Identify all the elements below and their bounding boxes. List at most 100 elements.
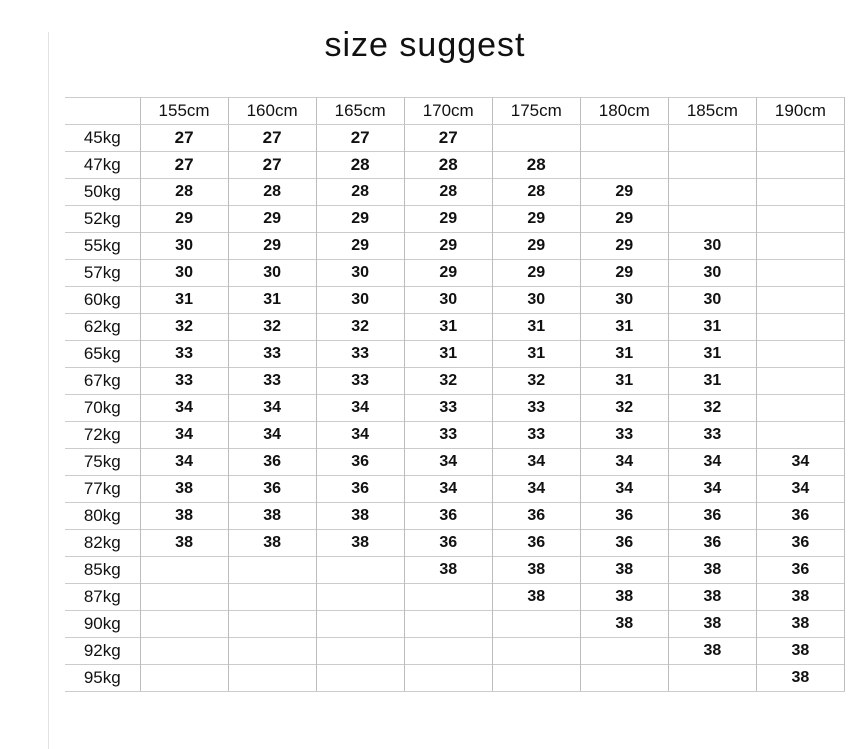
size-cell [227, 556, 317, 584]
size-cell: 29 [403, 232, 493, 260]
size-cell [755, 124, 846, 152]
size-cell [227, 637, 317, 665]
size-cell: 36 [667, 502, 757, 530]
size-cell: 34 [403, 448, 493, 476]
size-cell [315, 583, 405, 611]
height-column-header: 165cm [315, 97, 405, 125]
size-cell: 38 [667, 610, 757, 638]
size-cell [667, 124, 757, 152]
table-row: 80kg 38 38 38 36 36 36 36 36 [65, 502, 846, 530]
size-cell: 31 [403, 340, 493, 368]
size-cell: 27 [227, 124, 317, 152]
size-cell [315, 637, 405, 665]
size-cell: 28 [139, 178, 229, 206]
size-cell: 29 [579, 259, 669, 287]
size-cell: 34 [667, 475, 757, 503]
table-row: 92kg 38 38 [65, 637, 846, 665]
table-row: 65kg 33 33 33 31 31 31 31 [65, 340, 846, 368]
size-cell: 28 [315, 151, 405, 179]
size-cell: 31 [403, 313, 493, 341]
size-cell: 30 [139, 232, 229, 260]
table-row: 50kg 28 28 28 28 28 29 [65, 178, 846, 206]
page-edge-line [48, 32, 49, 749]
size-cell: 34 [755, 475, 846, 503]
table-row: 87kg 38 38 38 38 [65, 583, 846, 611]
size-cell: 33 [315, 367, 405, 395]
weight-row-label: 67kg [65, 367, 141, 395]
size-cell: 36 [579, 502, 669, 530]
weight-row-label: 90kg [65, 610, 141, 638]
size-cell: 27 [227, 151, 317, 179]
weight-row-label: 87kg [65, 583, 141, 611]
size-cell: 30 [667, 259, 757, 287]
size-cell: 31 [227, 286, 317, 314]
size-cell: 38 [667, 556, 757, 584]
size-cell: 34 [315, 421, 405, 449]
size-cell [755, 205, 846, 233]
size-table: 155cm 160cm 165cm 170cm 175cm 180cm 185cm 190cm… [65, 97, 846, 692]
size-cell: 30 [139, 259, 229, 287]
table-row: 90kg 38 38 38 [65, 610, 846, 638]
weight-row-label: 47kg [65, 151, 141, 179]
height-column-header: 155cm [139, 97, 229, 125]
size-cell [139, 610, 229, 638]
size-cell: 33 [403, 421, 493, 449]
table-row: 47kg 27 27 28 28 28 [65, 151, 846, 179]
weight-row-label: 95kg [65, 664, 141, 692]
size-cell: 38 [579, 583, 669, 611]
table-row: 72kg 34 34 34 33 33 33 33 [65, 421, 846, 449]
size-cell: 28 [403, 151, 493, 179]
weight-row-label: 45kg [65, 124, 141, 152]
size-cell: 34 [755, 448, 846, 476]
size-cell [667, 205, 757, 233]
size-cell: 30 [315, 259, 405, 287]
weight-row-label: 75kg [65, 448, 141, 476]
size-cell [755, 394, 846, 422]
size-cell: 38 [403, 556, 493, 584]
size-cell [403, 664, 493, 692]
size-cell: 27 [139, 151, 229, 179]
size-cell: 33 [139, 340, 229, 368]
size-cell [755, 259, 846, 287]
size-cell: 31 [667, 340, 757, 368]
weight-row-label: 62kg [65, 313, 141, 341]
weight-row-label: 77kg [65, 475, 141, 503]
size-cell: 32 [667, 394, 757, 422]
size-cell: 33 [227, 340, 317, 368]
size-cell: 36 [315, 475, 405, 503]
table-row: 75kg 34 36 36 34 34 34 34 34 [65, 448, 846, 476]
size-cell: 34 [139, 394, 229, 422]
size-cell: 33 [403, 394, 493, 422]
table-row: 70kg 34 34 34 33 33 32 32 [65, 394, 846, 422]
size-cell: 33 [579, 421, 669, 449]
size-cell [579, 124, 669, 152]
size-cell: 36 [403, 529, 493, 557]
size-cell [579, 637, 669, 665]
size-cell: 29 [491, 205, 581, 233]
size-cell: 31 [579, 340, 669, 368]
size-cell: 34 [227, 394, 317, 422]
size-cell: 27 [403, 124, 493, 152]
size-cell: 36 [227, 475, 317, 503]
size-table-header: 155cm 160cm 165cm 170cm 175cm 180cm 185cm 190cm [65, 97, 846, 125]
weight-row-label: 57kg [65, 259, 141, 287]
size-cell: 36 [491, 529, 581, 557]
weight-row-label: 92kg [65, 637, 141, 665]
size-cell [315, 664, 405, 692]
size-cell: 36 [667, 529, 757, 557]
size-cell: 30 [579, 286, 669, 314]
size-cell: 31 [579, 367, 669, 395]
table-row: 67kg 33 33 33 32 32 31 31 [65, 367, 846, 395]
size-cell [579, 664, 669, 692]
height-column-header: 185cm [667, 97, 757, 125]
size-cell: 30 [227, 259, 317, 287]
size-cell: 29 [491, 259, 581, 287]
size-cell: 31 [491, 313, 581, 341]
weight-row-label: 70kg [65, 394, 141, 422]
size-cell: 38 [139, 475, 229, 503]
size-cell [139, 583, 229, 611]
weight-row-label: 55kg [65, 232, 141, 260]
size-cell: 34 [403, 475, 493, 503]
size-cell [755, 340, 846, 368]
weight-row-label: 65kg [65, 340, 141, 368]
